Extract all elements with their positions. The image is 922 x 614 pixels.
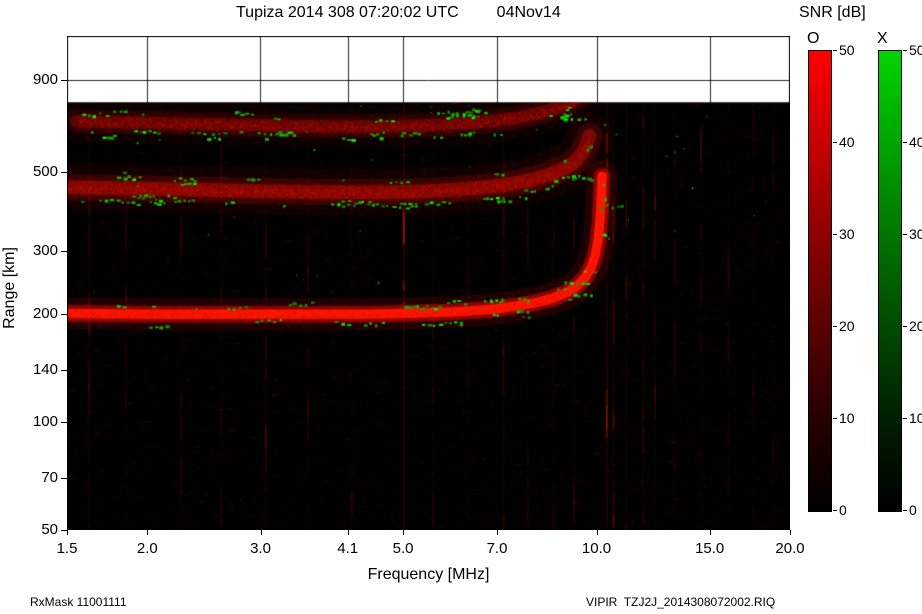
y-tick-mark (61, 171, 67, 173)
colorbar-o (808, 50, 832, 512)
colorbar-tick-label: 30 (839, 226, 855, 242)
rxmask-label: RxMask 11001111 (30, 595, 127, 609)
colorbar-tick-label: 20 (909, 318, 922, 334)
colorbar-tick-mark (903, 325, 907, 327)
y-axis-label: Range [km] (1, 247, 18, 329)
colorbar-tick-mark (833, 141, 837, 143)
colorbar-tick-label: 50 (909, 42, 922, 58)
y-tick-mark (61, 80, 67, 81)
x-tick-mark (347, 530, 349, 535)
x-tick-label: 20.0 (775, 540, 805, 557)
x-tick-label: 5.0 (392, 540, 414, 557)
colorbar-tick-mark (903, 233, 907, 235)
y-tick-label: 100 (32, 413, 58, 431)
x-tick-label: 1.5 (56, 540, 78, 557)
x-tick-mark (497, 530, 498, 535)
x-tick-label: 2.0 (136, 540, 158, 557)
colorbar-tick-mark (903, 141, 907, 143)
colorbar-tick-label: 20 (839, 318, 855, 334)
colorbar-o-label: O (807, 30, 820, 47)
y-tick-mark (61, 314, 67, 316)
y-tick-label: 500 (32, 162, 58, 180)
plot-area (67, 36, 790, 530)
colorbar-tick-label: 30 (909, 226, 922, 242)
x-tick-label: 4.1 (337, 540, 359, 557)
colorbar-tick-mark (903, 417, 907, 419)
colorbar-tick-label: 10 (839, 410, 855, 426)
x-tick-label: 7.0 (486, 540, 508, 557)
colorbar-tick-label: 40 (909, 134, 922, 150)
y-tick-label: 900 (32, 71, 58, 88)
y-tick-label: 200 (32, 305, 58, 323)
colorbar-tick-mark (833, 49, 837, 51)
snr-colorbar-title: SNR [dB] (799, 4, 866, 21)
y-tick-label: 70 (41, 468, 58, 486)
x-tick-mark (67, 530, 68, 535)
y-tick-label: 140 (32, 360, 58, 378)
filename-label: VIPIR TZJ2J_2014308072002.RIQ (586, 595, 776, 609)
x-axis-label: Frequency [MHz] (367, 566, 490, 583)
x-tick-mark (147, 530, 149, 535)
x-tick-mark (709, 530, 711, 535)
colorbar-tick-mark (833, 233, 837, 235)
colorbar-tick-label: 40 (839, 134, 855, 150)
x-tick-mark (596, 530, 598, 535)
colorbar-tick-mark (833, 509, 837, 511)
x-tick-label: 3.0 (250, 540, 271, 557)
colorbar-tick-mark (833, 325, 837, 327)
y-tick-mark (61, 369, 67, 371)
y-tick-mark (61, 251, 67, 252)
y-tick-mark (61, 530, 67, 531)
colorbar-tick-mark (833, 417, 837, 419)
colorbar-tick-mark (903, 49, 907, 51)
colorbar-tick-label: 50 (839, 42, 855, 58)
ionogram-canvas (67, 36, 790, 530)
x-tick-label: 10.0 (581, 540, 612, 557)
y-tick-mark (61, 422, 67, 424)
colorbar-tick-label: 0 (909, 502, 917, 518)
colorbar-x-label: X (877, 30, 888, 47)
colorbar-x (878, 50, 902, 512)
y-tick-mark (61, 477, 67, 479)
x-tick-label: 15.0 (695, 540, 725, 557)
y-tick-label: 300 (32, 242, 58, 259)
colorbar-tick-label: 10 (909, 410, 922, 426)
x-tick-mark (403, 530, 405, 535)
colorbar-tick-label: 0 (839, 502, 847, 518)
y-tick-label: 50 (41, 521, 58, 538)
x-tick-mark (260, 530, 262, 535)
plot-title: Tupiza 2014 308 07:20:02 UTC 04Nov14 (236, 4, 561, 22)
plot-title-text: Tupiza 2014 308 07:20:02 UTC (236, 4, 459, 21)
x-tick-mark (790, 530, 791, 535)
plot-date: 04Nov14 (496, 4, 561, 21)
colorbar-tick-mark (903, 509, 907, 511)
